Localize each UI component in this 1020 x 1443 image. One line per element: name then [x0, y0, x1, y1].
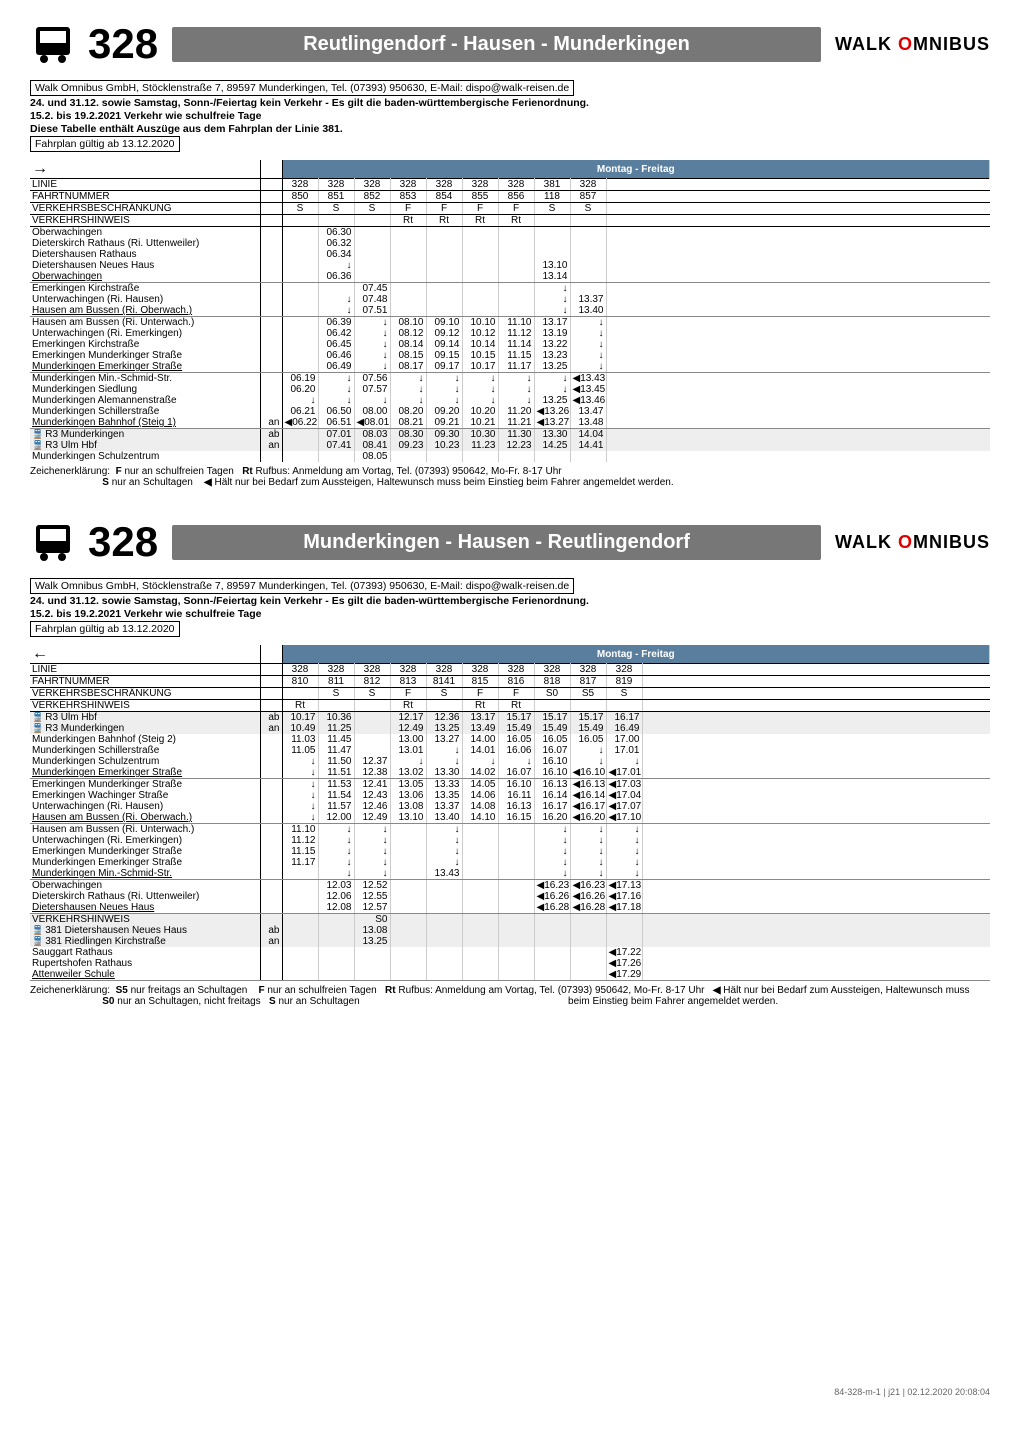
hdr-vb-1: VERKEHRSBESCHRÄNKUNGSSSFFFFSS — [30, 203, 990, 215]
hdr-vb-2: VERKEHRSBESCHRÄNKUNGSSFSFFS0S5S — [30, 688, 990, 700]
operator-info-box-1: Walk Omnibus GmbH, Stöcklenstraße 7, 895… — [30, 80, 574, 96]
header-row-2: 328 Munderkingen - Hausen - Reutlingendo… — [30, 518, 990, 566]
stop-row: Unterwachingen (Ri. Emerkingen)06.42↓08.… — [30, 328, 990, 339]
stop-row: Munderkingen Emerkinger Straße11.17↓↓↓↓↓… — [30, 857, 990, 868]
legend-2: Zeichenerklärung: S5 nur freitags an Sch… — [30, 985, 990, 1007]
stop-row: 🚆381 Riedlingen Kirchstraßean13.25 — [30, 936, 990, 947]
valid-box-2: Fahrplan gültig ab 13.12.2020 — [30, 621, 180, 637]
info-line-2a: 24. und 31.12. sowie Samstag, Sonn-/Feie… — [30, 595, 990, 607]
stop-row: Emerkingen Munderkinger Straße11.15↓↓↓↓↓… — [30, 846, 990, 857]
arrow-row-2: ← Montag - Freitag — [30, 645, 990, 664]
mf-label-2: Montag - Freitag — [282, 645, 990, 664]
stop-row: Hausen am Bussen (Ri. Unterwach.)06.39↓0… — [30, 317, 990, 329]
stop-row: Munderkingen Min.-Schmid-Str.↓↓13.43↓↓↓ — [30, 868, 990, 880]
stops-body-1: Oberwachingen06.30Dieterskirch Rathaus (… — [30, 227, 990, 463]
info-line-1b: 15.2. bis 19.2.2021 Verkehr wie schulfre… — [30, 110, 990, 122]
operator-info-box-2: Walk Omnibus GmbH, Stöcklenstraße 7, 895… — [30, 578, 574, 594]
stop-row: 🚆R3 Ulm Hbfan07.4108.4109.2310.2311.2312… — [30, 440, 990, 451]
stop-row: Munderkingen Emerkinger Straße↓11.5112.3… — [30, 767, 990, 779]
route-number: 328 — [88, 20, 158, 68]
brand-logo-2: WALK OMNIBUS — [835, 532, 990, 553]
legend-label: Zeichenerklärung: — [30, 466, 110, 477]
info-line-1c: Diese Tabelle enthält Auszüge aus dem Fa… — [30, 123, 990, 135]
stop-row: Munderkingen Schulzentrum↓11.5012.37↓↓↓↓… — [30, 756, 990, 767]
legend-1: Zeichenerklärung: F nur an schulfreien T… — [30, 466, 990, 488]
hdr-fnr-1: FAHRTNUMMER850851852853854855856118857 — [30, 191, 990, 203]
stops-body-2: 🚆R3 Ulm Hbfab10.1710.3612.1712.3613.1715… — [30, 712, 990, 981]
stop-row: 🚆381 Dietershausen Neues Hausab13.08 — [30, 925, 990, 936]
bus-icon — [30, 21, 76, 67]
stop-row: Oberwachingen12.0312.52◀16.23◀16.23◀17.1… — [30, 880, 990, 892]
route-block: 328 — [30, 20, 158, 68]
route-number-2: 328 — [88, 518, 158, 566]
stop-row: Rupertshofen Rathaus◀17.26 — [30, 958, 990, 969]
stop-row: Dieterskirch Rathaus (Ri. Uttenweiler)12… — [30, 891, 990, 902]
timetable-2: ← Montag - Freitag LINIE3283283283283283… — [30, 645, 990, 981]
stop-row: Unterwachingen (Ri. Hausen)↓11.5712.4613… — [30, 801, 990, 812]
mf-label-1: Montag - Freitag — [282, 160, 990, 179]
valid-box-1: Fahrplan gültig ab 13.12.2020 — [30, 136, 180, 152]
route-title-1: Reutlingendorf - Hausen - Munderkingen — [172, 27, 821, 62]
stop-row: Dietershausen Neues Haus12.0812.57◀16.28… — [30, 902, 990, 914]
header-row-1: 328 Reutlingendorf - Hausen - Munderking… — [30, 20, 990, 68]
stop-row: Hausen am Bussen (Ri. Oberwach.)↓12.0012… — [30, 812, 990, 824]
stop-row: Emerkingen Kirchstraße06.45↓08.1409.1410… — [30, 339, 990, 350]
hdr-linie-2: LINIE328328328328328328328328328328 — [30, 664, 990, 676]
stop-row: Munderkingen Schulzentrum08.05 — [30, 451, 990, 462]
hdr-fnr-2: FAHRTNUMMER81081181281381418158168188178… — [30, 676, 990, 688]
stop-row: Hausen am Bussen (Ri. Unterwach.)11.10↓↓… — [30, 824, 990, 836]
timetable-1: → Montag - Freitag LINIE3283283283283283… — [30, 160, 990, 462]
page-footer: 84-328-m-1 | j21 | 02.12.2020 20:08:04 — [30, 1387, 990, 1397]
stop-row: Oberwachingen06.30 — [30, 227, 990, 239]
stop-row: Dieterskirch Rathaus (Ri. Uttenweiler)06… — [30, 238, 990, 249]
info-line-2b: 15.2. bis 19.2.2021 Verkehr wie schulfre… — [30, 608, 990, 620]
stop-row: Hausen am Bussen (Ri. Oberwach.)↓07.51↓1… — [30, 305, 990, 317]
stop-row: Sauggart Rathaus◀17.22 — [30, 947, 990, 958]
stop-row: Emerkingen Wachinger Straße↓11.5412.4313… — [30, 790, 990, 801]
stop-row: Dietershausen Rathaus06.34 — [30, 249, 990, 260]
stop-row: Munderkingen Siedlung06.20↓07.57↓↓↓↓↓◀13… — [30, 384, 990, 395]
stop-row: Emerkingen Munderkinger Straße06.46↓08.1… — [30, 350, 990, 361]
stop-row: Emerkingen Munderkinger Straße↓11.5312.4… — [30, 779, 990, 791]
hdr-linie-1: LINIE328328328328328328328381328 — [30, 179, 990, 191]
stop-row: Munderkingen Schillerstraße06.2106.5008.… — [30, 406, 990, 417]
stop-row: Munderkingen Bahnhof (Steig 1)an◀06.2206… — [30, 417, 990, 429]
route-title-2: Munderkingen - Hausen - Reutlingendorf — [172, 525, 821, 560]
stop-row: Dietershausen Neues Haus↓13.10 — [30, 260, 990, 271]
stop-row: 🚆R3 Munderkingenab07.0108.0308.3009.3010… — [30, 429, 990, 441]
stop-row: Munderkingen Schillerstraße11.0511.4713.… — [30, 745, 990, 756]
hdr-vh-2: VERKEHRSHINWEISRtRtRtRt — [30, 700, 990, 712]
hdr-vh-1: VERKEHRSHINWEISRtRtRtRt — [30, 215, 990, 227]
stop-row: Unterwachingen (Ri. Emerkingen)11.12↓↓↓↓… — [30, 835, 990, 846]
stop-row: Oberwachingen06.3613.14 — [30, 271, 990, 283]
stop-row: 🚆R3 Ulm Hbfab10.1710.3612.1712.3613.1715… — [30, 712, 990, 724]
arrow-row: → Montag - Freitag — [30, 160, 990, 179]
stop-row: VERKEHRSHINWEISS0 — [30, 914, 990, 926]
stop-row: Munderkingen Bahnhof (Steig 2)11.0311.45… — [30, 734, 990, 745]
brand-logo: WALK OMNIBUS — [835, 34, 990, 55]
legend-label-2: Zeichenerklärung: — [30, 985, 110, 996]
stop-row: Unterwachingen (Ri. Hausen)↓07.48↓13.37 — [30, 294, 990, 305]
route-block-2: 328 — [30, 518, 158, 566]
stop-row: Munderkingen Alemannenstraße↓↓↓↓↓↓↓13.25… — [30, 395, 990, 406]
stop-row: Attenweiler Schule◀17.29 — [30, 969, 990, 981]
bus-icon-2 — [30, 519, 76, 565]
info-line-1a: 24. und 31.12. sowie Samstag, Sonn-/Feie… — [30, 97, 990, 109]
stop-row: Emerkingen Kirchstraße07.45↓ — [30, 283, 990, 295]
stop-row: 🚆R3 Munderkingenan10.4911.2512.4913.2513… — [30, 723, 990, 734]
stop-row: Munderkingen Emerkinger Straße06.49↓08.1… — [30, 361, 990, 373]
stop-row: Munderkingen Min.-Schmid-Str.06.19↓07.56… — [30, 373, 990, 385]
